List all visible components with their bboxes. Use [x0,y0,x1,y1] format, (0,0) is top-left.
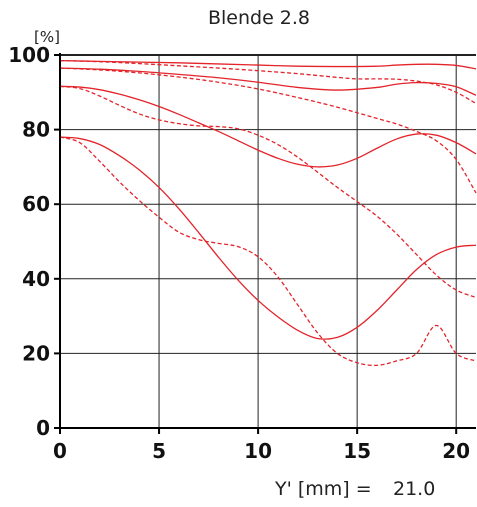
series-line-8-dashed [59,136,477,367]
x-tick-label: 0 [53,439,67,463]
x-tick-label: 15 [343,439,371,463]
y-tick-label: 80 [22,118,50,142]
y-tick-label: 100 [8,43,50,67]
y-tick-label: 20 [22,341,50,365]
y-axis-unit-label: [%] [34,28,60,46]
x-tick-label: 20 [442,439,470,463]
x-tick-label: 10 [244,439,272,463]
series-line-6-dashed [59,85,477,299]
tick-labels: 0 20 40 60 80 100 0 5 10 15 20 [8,43,470,463]
x-axis-label-value: 21.0 [393,478,435,500]
axis-layer [54,53,476,434]
grid-layer [60,54,476,428]
series-line-1-solid [59,59,477,70]
y-tick-label: 0 [36,416,50,440]
y-tick-label: 60 [22,192,50,216]
series-layer [59,59,477,367]
x-tick-label: 5 [152,439,166,463]
y-tick-label: 40 [22,267,50,291]
series-line-3-solid [59,67,477,96]
series-line-4-dashed [59,67,477,194]
series-line-5-solid [59,85,477,168]
series-line-7-solid [59,136,477,340]
chart-title: Blende 2.8 [208,7,310,29]
x-axis-label: Y' [mm] = [274,478,372,500]
